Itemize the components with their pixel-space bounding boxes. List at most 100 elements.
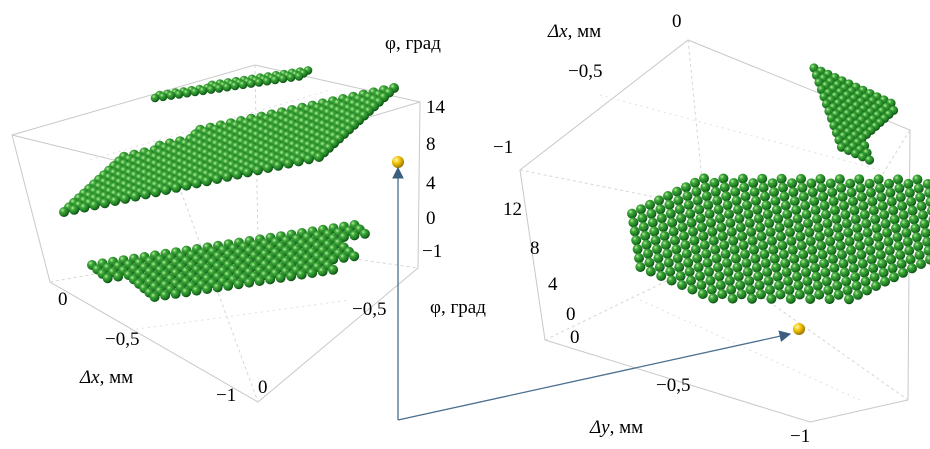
sphere-point	[685, 208, 696, 219]
sphere-point	[811, 271, 822, 282]
sphere-point	[760, 258, 771, 269]
sphere-point	[879, 209, 890, 220]
sphere-point	[902, 236, 913, 247]
sphere-point	[811, 70, 822, 80]
sphere-point	[796, 173, 806, 184]
left-dx-tick: 0	[58, 289, 68, 310]
sphere-point	[810, 262, 820, 273]
sphere-point	[821, 276, 832, 287]
sphere-point	[864, 155, 875, 165]
sphere-point	[866, 254, 877, 265]
sphere-point	[814, 77, 824, 87]
sphere-point	[749, 187, 760, 197]
sphere-point	[884, 245, 895, 256]
right-phi-tick: 12	[503, 199, 522, 220]
sphere-point	[699, 240, 710, 251]
sphere-point	[746, 227, 757, 237]
sphere-point	[697, 289, 708, 299]
sphere-point	[79, 202, 90, 213]
sphere-point	[786, 236, 797, 247]
sphere-point	[715, 280, 726, 291]
sphere-point	[710, 186, 721, 197]
sphere-point	[820, 267, 831, 278]
sphere-point	[844, 294, 854, 305]
sphere-point	[862, 227, 873, 238]
sphere-point	[656, 213, 667, 224]
left-dx-tick: −1	[216, 385, 237, 406]
sphere-point	[191, 285, 202, 296]
sphere-point	[744, 275, 755, 286]
sphere-point	[814, 289, 825, 300]
sphere-point	[682, 191, 693, 202]
sphere-point	[824, 294, 835, 305]
sphere-point	[212, 282, 223, 293]
sphere-point	[800, 200, 811, 211]
sphere-point	[254, 78, 264, 87]
sphere-point	[690, 177, 700, 188]
sphere-point	[790, 262, 801, 273]
sphere-point	[876, 192, 887, 203]
sphere-point	[692, 253, 703, 264]
sphere-point	[182, 88, 192, 98]
sphere-point	[761, 200, 772, 211]
sphere-point	[845, 178, 856, 189]
sphere-point	[889, 214, 900, 225]
sphere-point	[861, 218, 872, 229]
sphere-point	[913, 241, 924, 252]
sphere-point	[670, 235, 680, 246]
sphere-point	[833, 289, 844, 300]
sphere-point	[925, 254, 930, 265]
sphere-point	[672, 186, 682, 197]
right-dx-tick: 0	[672, 11, 682, 32]
sphere-point	[787, 245, 798, 255]
left-dx-axis-title: Δx, мм	[80, 367, 134, 388]
sphere-point	[693, 262, 704, 273]
sphere-point	[869, 272, 880, 283]
sphere-point	[785, 293, 796, 304]
right-dy-tick: 0	[570, 327, 580, 348]
sphere-point	[870, 214, 881, 225]
right-main-sphere-layer	[627, 173, 930, 305]
sphere-point	[242, 167, 253, 178]
sphere-point	[166, 91, 176, 100]
sphere-point	[906, 196, 917, 207]
sphere-point	[244, 277, 255, 288]
sphere-point	[170, 288, 181, 299]
sphere-point	[278, 74, 288, 84]
sphere-point	[919, 219, 930, 229]
sphere-point	[828, 196, 839, 207]
sphere-point	[694, 204, 705, 215]
sphere-point	[742, 267, 753, 277]
sphere-point	[739, 182, 750, 193]
sphere-point	[699, 173, 709, 184]
sphere-point	[731, 195, 742, 206]
sphere-point	[830, 205, 840, 216]
sphere-point	[662, 248, 673, 259]
sphere-point	[889, 272, 899, 283]
right-dx-tick: −1	[493, 137, 514, 158]
sphere-point	[763, 276, 774, 286]
sphere-point	[913, 183, 924, 194]
sphere-point	[635, 262, 646, 272]
sphere-point	[880, 218, 891, 229]
sphere-point	[856, 249, 867, 260]
sphere-point	[853, 232, 864, 242]
left-phi-tick: 8	[426, 134, 436, 155]
sphere-point	[925, 196, 930, 207]
sphere-point	[645, 266, 656, 277]
sphere-point	[782, 209, 793, 220]
sphere-point	[750, 253, 761, 264]
sphere-point	[745, 284, 756, 295]
sphere-point	[829, 121, 839, 131]
sphere-point	[873, 232, 883, 243]
sphere-point	[805, 236, 816, 247]
sphere-point	[805, 294, 816, 304]
sphere-point	[904, 187, 915, 198]
sphere-point	[844, 236, 855, 247]
sphere-point	[918, 210, 928, 221]
sphere-point	[702, 257, 713, 268]
sphere-point	[645, 199, 655, 210]
sphere-point	[663, 257, 674, 268]
sphere-point	[724, 275, 735, 286]
sphere-point	[740, 249, 750, 260]
